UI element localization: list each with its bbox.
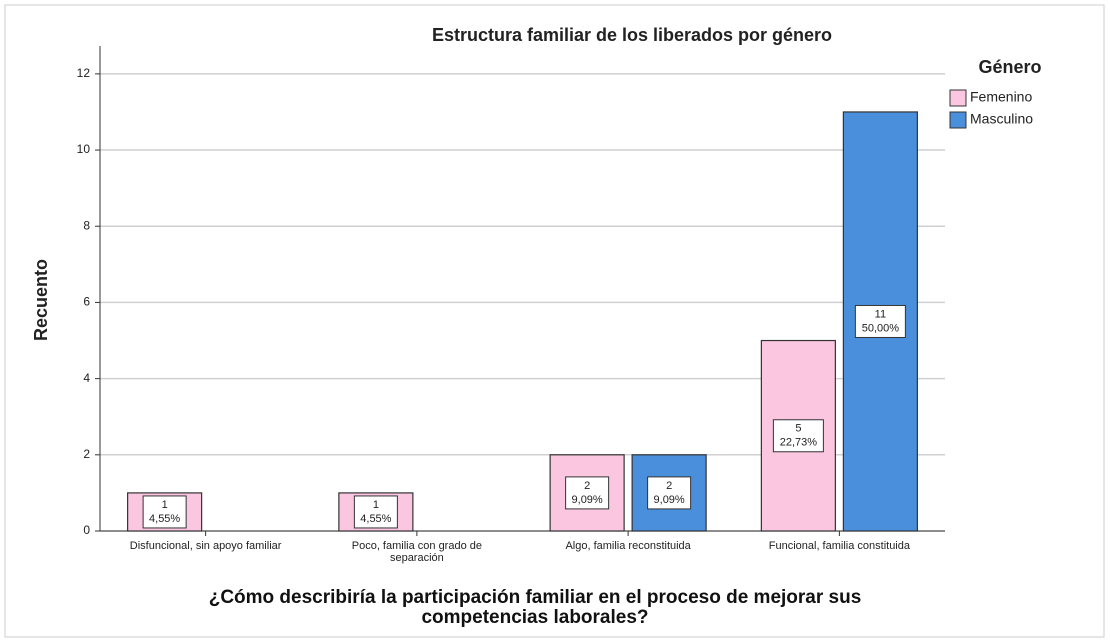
x-tick-label: Poco, familia con grado de separación: [351, 540, 482, 564]
y-tick-label: 10: [77, 142, 91, 156]
x-tick-label: Algo, familia reconstituida: [565, 540, 691, 552]
legend-swatch: [949, 111, 967, 129]
y-tick-label: 8: [83, 218, 90, 232]
y-axis-label: Recuento: [31, 259, 51, 341]
value-label: 5: [795, 423, 801, 435]
y-tick-label: 6: [83, 295, 90, 309]
y-tick-label: 2: [83, 447, 90, 461]
percent-label: 9,09%: [654, 494, 685, 506]
value-label-box: [854, 304, 906, 338]
legend-swatch: [949, 89, 967, 107]
percent-label: 4,55%: [149, 513, 180, 525]
value-label-box: [142, 495, 187, 529]
x-tick-label: Funcional, familia constituida: [768, 540, 910, 552]
percent-label: 22,73%: [780, 437, 818, 449]
y-tick-label: 4: [83, 371, 90, 385]
value-label: 1: [162, 499, 168, 511]
value-label: 2: [666, 480, 672, 492]
legend-label: Femenino: [970, 89, 1032, 105]
y-tick-label: 0: [83, 523, 90, 537]
percent-label: 9,09%: [572, 494, 603, 506]
x-tick-label: Disfuncional, sin apoyo familiar: [129, 540, 282, 552]
percent-label: 50,00%: [862, 322, 900, 334]
percent-label: 4,55%: [360, 513, 391, 525]
value-label-box: [565, 476, 610, 510]
frame: [4, 4, 1105, 638]
value-label: 11: [875, 308, 886, 320]
legend-label: Masculino: [970, 111, 1033, 127]
value-label-box: [647, 476, 692, 510]
value-label-box: [353, 495, 398, 529]
value-label: 1: [373, 499, 379, 511]
chart-title: Estructura familiar de los liberados por…: [432, 25, 832, 45]
value-label: 2: [584, 480, 590, 492]
legend-title: Género: [978, 57, 1041, 77]
value-label-box: [772, 419, 824, 453]
y-tick-label: 12: [77, 66, 91, 80]
x-axis-label: ¿Cómo describiría la participación famil…: [208, 587, 862, 628]
